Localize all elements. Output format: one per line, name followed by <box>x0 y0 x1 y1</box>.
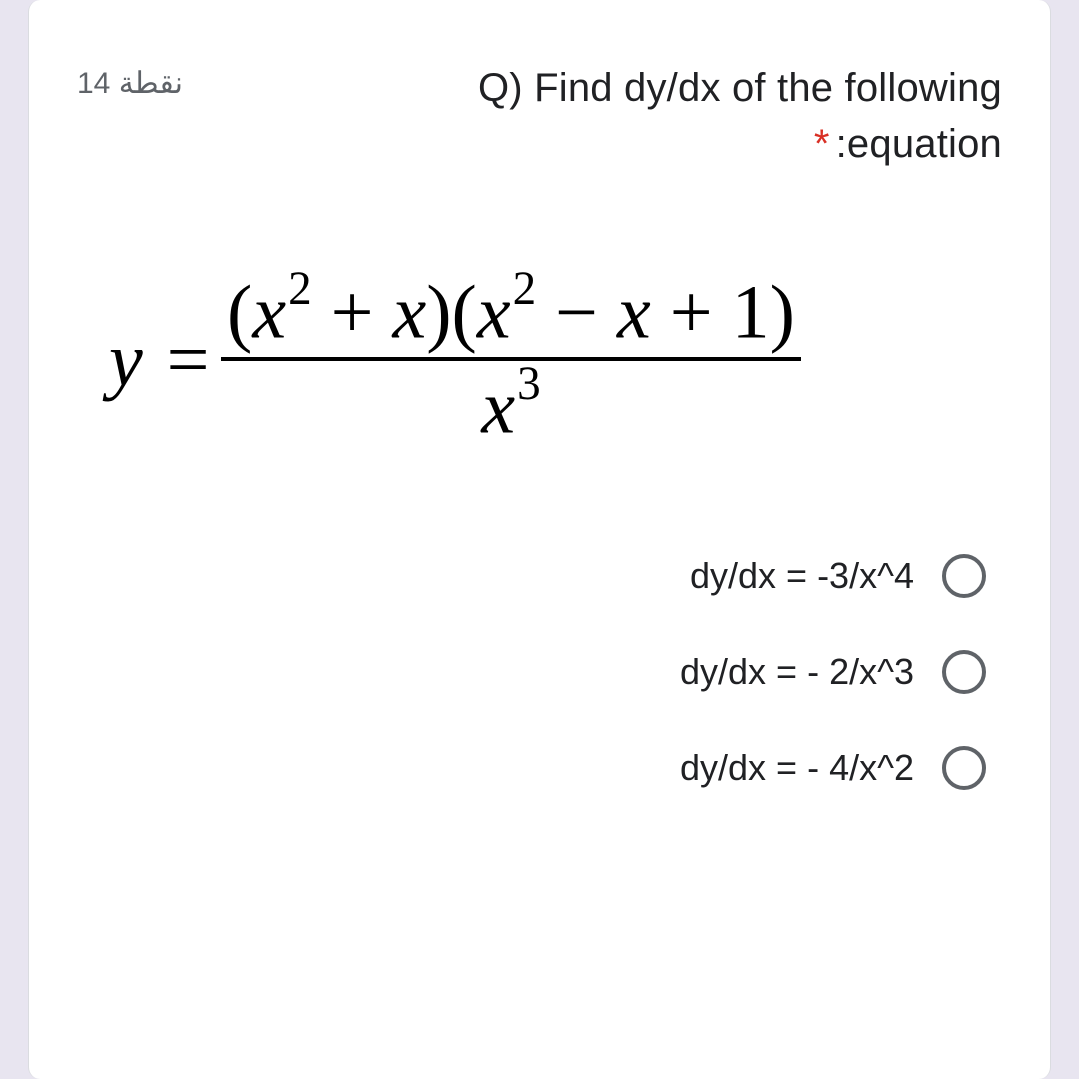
num-op3: + <box>670 270 713 354</box>
num-op1: + <box>331 270 374 354</box>
num-term4: x <box>617 270 651 354</box>
equation-lhs-text: y = <box>109 318 213 402</box>
option-1[interactable]: dy/dx = -3/x^4 <box>77 528 1002 624</box>
num-term3-exp: 2 <box>513 263 537 315</box>
options-list: dy/dx = -3/x^4 dy/dx = - 2/x^3 dy/dx = -… <box>77 528 1002 816</box>
question-line-2: *:equation <box>223 116 1002 172</box>
num-term1-exp: 2 <box>288 263 312 315</box>
question-text-block: Q) Find dy/dx of the following *:equatio… <box>223 60 1002 172</box>
num-term2: x <box>393 270 427 354</box>
den-base: x <box>481 365 515 449</box>
radio-icon[interactable] <box>942 554 986 598</box>
num-term5: 1 <box>732 270 770 354</box>
option-3[interactable]: dy/dx = - 4/x^2 <box>77 720 1002 816</box>
equation-lhs: y = <box>109 317 213 404</box>
required-asterisk: * <box>814 122 830 166</box>
equation-block: y = (x2 + x)(x2 − x + 1) x3 <box>77 272 1002 448</box>
points-label: 14 نقطة <box>77 60 183 101</box>
num-op2: − <box>555 270 598 354</box>
question-line-1: Q) Find dy/dx of the following <box>223 60 1002 116</box>
question-line-2-text: :equation <box>836 122 1002 166</box>
radio-icon[interactable] <box>942 650 986 694</box>
num-term1-base: x <box>252 270 286 354</box>
question-header: 14 نقطة Q) Find dy/dx of the following *… <box>77 60 1002 172</box>
equation-denominator: x3 <box>475 367 546 448</box>
num-term3-base: x <box>477 270 511 354</box>
option-1-label: dy/dx = -3/x^4 <box>690 555 914 597</box>
option-2[interactable]: dy/dx = - 2/x^3 <box>77 624 1002 720</box>
option-3-label: dy/dx = - 4/x^2 <box>680 747 914 789</box>
question-card: 14 نقطة Q) Find dy/dx of the following *… <box>28 0 1051 1079</box>
radio-icon[interactable] <box>942 746 986 790</box>
fraction-bar <box>221 357 801 361</box>
den-exp: 3 <box>517 358 541 410</box>
equation-fraction: (x2 + x)(x2 − x + 1) x3 <box>221 272 801 448</box>
option-2-label: dy/dx = - 2/x^3 <box>680 651 914 693</box>
equation-numerator: (x2 + x)(x2 − x + 1) <box>221 272 801 353</box>
equation: y = (x2 + x)(x2 − x + 1) x3 <box>109 272 801 448</box>
